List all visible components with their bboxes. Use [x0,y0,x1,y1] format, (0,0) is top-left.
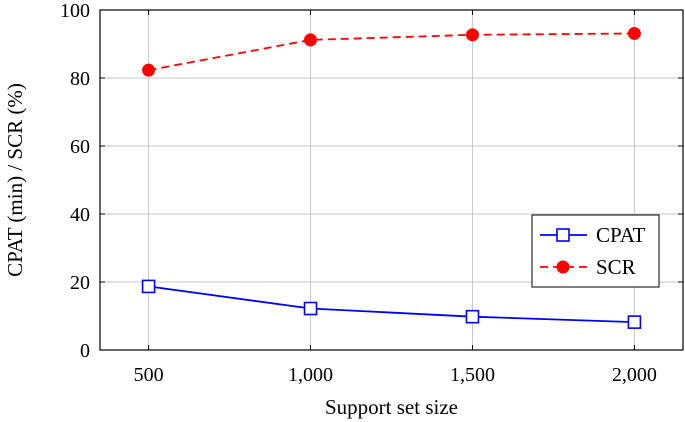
x-tick-label: 2,000 [612,364,657,386]
series-layer [141,26,642,329]
cpat-line [148,285,635,324]
y-axis-label: CPAT (min) / SCR (%) [3,83,27,277]
legend-cpat-marker [556,228,570,242]
plot-frame [99,9,684,351]
scr-series [142,26,641,77]
y-tick-label: 0 [80,340,90,362]
scr-point [142,63,156,77]
scr-line [148,32,635,72]
x-axis-label: Support set size [325,395,458,419]
cpat-point [141,279,156,294]
legend-scr-marker [556,260,570,274]
axis-ticks: 500 1,000 1,500 2,000 0 20 40 60 80 100 [60,0,683,386]
grid-lines [100,9,683,351]
x-tick-label: 1,500 [450,364,495,386]
scr-point [304,33,318,47]
legend-cpat-label: CPAT [596,223,646,247]
cpat-series [141,279,642,329]
y-tick-label: 100 [60,0,90,22]
scr-point [465,28,479,42]
cpat-point [303,301,318,316]
legend-scr-label: SCR [596,255,636,279]
x-tick-label: 500 [134,364,164,386]
y-tick-label: 40 [70,204,90,226]
scr-point [627,26,641,40]
y-tick-label: 60 [70,136,90,158]
cpat-point [465,309,480,324]
x-tick-label: 1,000 [288,364,333,386]
cpat-point [627,315,642,329]
y-tick-label: 20 [70,272,90,294]
y-tick-label: 80 [70,68,90,90]
legend-box [531,214,660,288]
legend: CPAT SCR [531,214,660,288]
